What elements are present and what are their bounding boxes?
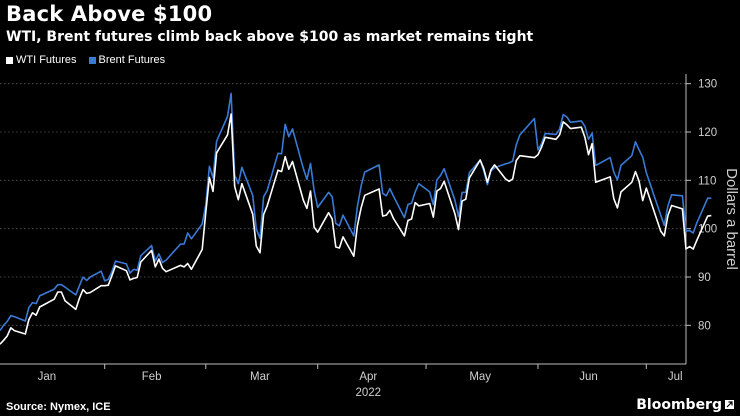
x-tick-label-mar: Mar <box>250 371 270 383</box>
series-line-wti-futures <box>0 113 712 345</box>
x-year-label: 2022 <box>355 387 381 399</box>
bloomberg-logo: Bloomberg <box>636 397 722 413</box>
x-tick-label-jan: Jan <box>38 371 57 383</box>
legend-item-brent: Brent Futures <box>88 54 166 66</box>
chart-legend: WTI Futures Brent Futures <box>6 54 165 66</box>
legend-label-wti: WTI Futures <box>16 54 77 66</box>
legend-swatch-wti <box>6 56 13 64</box>
x-tick-label-jun: Jun <box>579 371 598 383</box>
legend-swatch-brent <box>88 56 96 64</box>
y-tick-label-80: 80 <box>698 320 711 332</box>
series-line-brent-futures <box>0 92 712 332</box>
x-tick-label-apr: Apr <box>359 371 377 383</box>
source-note: Source: Nymex, ICE <box>6 401 111 413</box>
y-tick-label-130: 130 <box>698 79 717 91</box>
chart-title: Back Above $100 <box>6 2 213 26</box>
chart-subtitle: WTI, Brent futures climb back above $100… <box>6 29 534 45</box>
corner-arrow-icon <box>725 400 734 409</box>
legend-label-brent: Brent Futures <box>98 54 166 66</box>
y-tick-label-120: 120 <box>698 127 717 139</box>
x-tick-label-feb: Feb <box>142 371 162 383</box>
y-tick-label-110: 110 <box>698 175 716 187</box>
y-axis-title: Dollars a barrel <box>723 168 740 270</box>
y-tick-label-90: 90 <box>698 272 711 284</box>
x-tick-label-jul: Jul <box>668 371 683 383</box>
legend-item-wti: WTI Futures <box>6 54 77 66</box>
x-tick-label-may: May <box>469 371 491 383</box>
